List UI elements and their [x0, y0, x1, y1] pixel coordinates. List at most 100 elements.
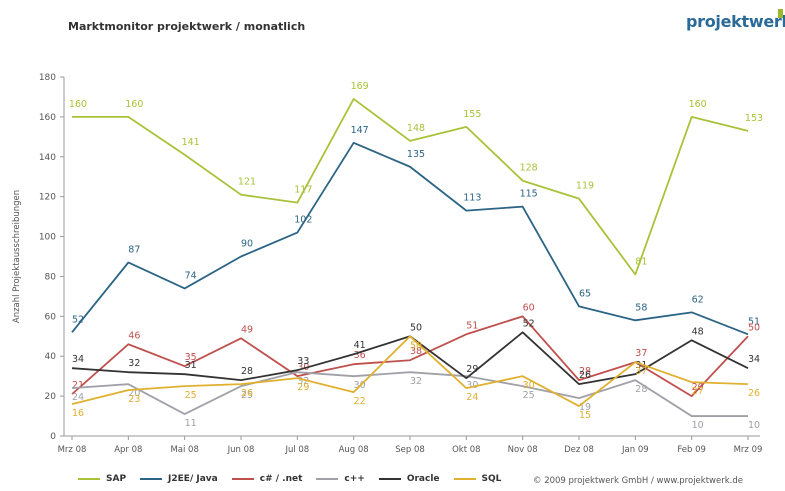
x-tick-label: Dez 08 [564, 445, 594, 455]
x-tick-label: Nov 08 [508, 445, 538, 455]
data-label: 52 [72, 314, 84, 325]
data-label: 19 [579, 402, 591, 413]
data-label: 115 [520, 189, 538, 200]
data-label: 119 [576, 181, 594, 192]
legend-label: c# / .net [259, 474, 303, 484]
legend-item: J2EE/ Java [140, 474, 218, 484]
x-tick-label: Mrz 08 [58, 445, 87, 455]
data-label: 52 [523, 318, 535, 329]
data-label: 51 [466, 320, 478, 331]
x-tick-label: Jun 08 [227, 445, 255, 455]
x-tick-label: Feb 09 [677, 445, 706, 455]
data-label: 36 [354, 350, 366, 361]
data-label: 50 [410, 340, 422, 351]
y-tick-label: 100 [39, 233, 56, 243]
data-label: 58 [635, 302, 647, 313]
series-line-sql [71, 335, 749, 407]
brand-logo: projektwerk [686, 12, 785, 31]
data-label: 87 [128, 244, 140, 255]
y-tick-label: 80 [45, 272, 57, 282]
copyright-text: © 2009 projektwerk GmbH / www.projektwer… [533, 476, 743, 486]
data-label: 117 [294, 185, 312, 196]
data-label: 160 [69, 99, 87, 110]
x-tick-label: Jan 09 [621, 445, 649, 455]
data-label: 62 [692, 294, 704, 305]
data-label: 26 [579, 370, 591, 381]
data-label: 147 [351, 125, 369, 136]
x-tick-label: Mrz 09 [734, 445, 763, 455]
data-label: 25 [241, 390, 253, 401]
data-label: 32 [128, 358, 140, 369]
data-label: 74 [185, 270, 197, 281]
data-label: 28 [241, 366, 253, 377]
data-label: 41 [354, 340, 366, 351]
legend-item: c++ [316, 474, 365, 484]
data-label: 28 [579, 366, 591, 377]
data-label: 34 [72, 354, 84, 365]
x-tick-label: Sep 08 [395, 445, 425, 455]
data-label: 31 [635, 360, 647, 371]
data-label: 32 [297, 376, 309, 387]
data-label: 29 [297, 382, 309, 393]
data-label: 37 [635, 348, 647, 359]
y-tick-label: 160 [39, 113, 56, 123]
data-label: 90 [241, 239, 253, 250]
data-label: 50 [748, 322, 760, 333]
x-tick-label: Apr 08 [114, 445, 142, 455]
data-label: 16 [72, 408, 84, 419]
data-label: 35 [185, 352, 197, 363]
data-label: 169 [351, 81, 369, 92]
legend-label: SAP [106, 474, 127, 484]
data-label: 148 [407, 123, 425, 134]
data-label: 30 [466, 380, 478, 391]
data-label: 65 [579, 288, 591, 299]
legend-label: J2EE/ Java [168, 474, 218, 484]
data-label: 28 [635, 384, 647, 395]
x-tick-label: Okt 08 [452, 445, 480, 455]
data-label: 153 [745, 113, 763, 124]
legend-swatch [140, 478, 163, 480]
data-label: 33 [297, 356, 309, 367]
data-label: 24 [466, 392, 478, 403]
data-label: 102 [294, 215, 312, 226]
legend-swatch [316, 478, 339, 480]
x-tick-label: Jul 08 [284, 445, 309, 455]
data-label: 128 [520, 163, 538, 174]
legend-swatch [231, 478, 254, 480]
y-tick-label: 120 [39, 193, 56, 203]
data-label: 11 [185, 418, 197, 429]
data-label: 34 [748, 354, 760, 365]
data-label: 113 [463, 193, 481, 204]
data-label: 26 [748, 388, 760, 399]
data-label: 81 [635, 256, 647, 267]
data-label: 24 [72, 392, 84, 403]
data-label: 60 [523, 302, 535, 313]
data-label: 51 [748, 316, 760, 327]
x-tick-label: Aug 08 [339, 445, 369, 455]
x-tick-label: Mai 08 [170, 445, 198, 455]
data-label: 48 [692, 326, 704, 337]
data-label: 10 [692, 420, 704, 431]
data-label: 50 [410, 322, 422, 333]
data-label: 21 [72, 380, 84, 391]
chart-title: Marktmonitor projektwerk / monatlich [68, 20, 306, 33]
data-label: 31 [185, 360, 197, 371]
data-label: 15 [579, 410, 591, 421]
series-line-sap [72, 98, 749, 276]
y-tick-label: 140 [39, 153, 56, 163]
data-label: 20 [128, 388, 140, 399]
data-label: 10 [748, 420, 760, 431]
data-label: 20 [692, 382, 704, 393]
legend-item: Oracle [378, 474, 440, 484]
data-label: 37 [635, 366, 647, 377]
data-label: 160 [689, 99, 707, 110]
series-line-j2ee-java [71, 141, 749, 336]
legend-label: SQL [481, 474, 502, 484]
data-label: 32 [410, 376, 422, 387]
legend-swatch [453, 478, 476, 480]
legend-item: SQL [453, 474, 502, 484]
y-tick-label: 180 [39, 73, 56, 83]
data-label: 27 [692, 386, 704, 397]
data-label: 23 [128, 394, 140, 405]
